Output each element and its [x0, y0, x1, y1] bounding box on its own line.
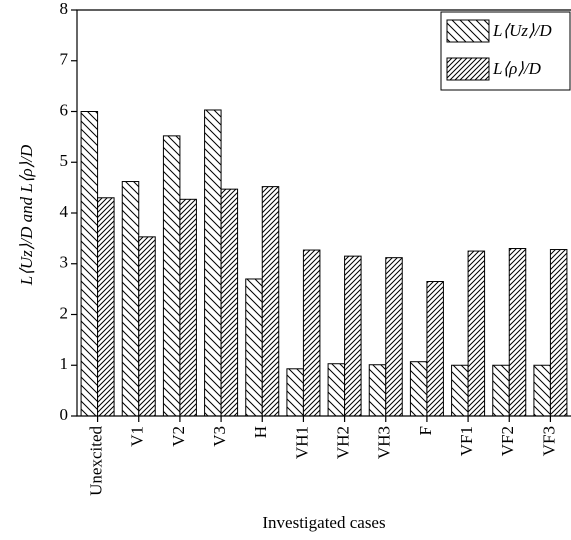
x-tick-label: VH2 [333, 426, 352, 459]
bar [426, 281, 444, 417]
bar [162, 135, 181, 417]
bar [467, 250, 486, 417]
y-tick-label: 6 [60, 100, 69, 119]
x-tick-label: VH1 [292, 426, 311, 459]
x-tick-label: Unexcited [86, 426, 105, 496]
bar [179, 198, 197, 417]
x-tick-label: VF3 [539, 426, 558, 456]
y-tick-label: 3 [60, 253, 69, 272]
legend-swatch [446, 57, 490, 81]
x-tick-label: F [416, 426, 435, 435]
bar [121, 181, 140, 417]
y-tick-label: 5 [60, 151, 69, 170]
y-tick-label: 8 [60, 0, 69, 18]
bar [533, 364, 551, 417]
x-tick-label: H [251, 426, 270, 438]
x-axis-title: Investigated cases [262, 513, 385, 532]
x-tick-label: V3 [210, 426, 229, 447]
axis-frame [76, 9, 571, 417]
y-tick-label: 4 [60, 202, 69, 221]
legend-label: L⟨ρ⟩/D [492, 59, 542, 78]
x-tick-label: VF2 [498, 426, 517, 456]
y-tick-label: 0 [60, 405, 69, 424]
x-tick-label: VH3 [375, 426, 394, 459]
bar [549, 249, 568, 417]
bar [409, 361, 428, 417]
bar [327, 363, 346, 417]
bar [286, 368, 304, 417]
x-tick-label: V1 [128, 426, 147, 447]
bar [492, 364, 510, 417]
y-tick-label: 1 [60, 354, 69, 373]
bar [138, 236, 156, 417]
bar [80, 111, 99, 417]
legend-label: L⟨Uz⟩/D [492, 21, 552, 40]
bar [451, 364, 469, 417]
bar [368, 364, 387, 417]
bar [344, 255, 362, 417]
y-tick-label: 7 [60, 50, 69, 69]
bar [385, 257, 403, 417]
bar [204, 109, 222, 417]
legend-swatch [446, 19, 490, 43]
y-tick-label: 2 [60, 303, 69, 322]
bar [508, 248, 527, 417]
bar [245, 278, 263, 417]
y-axis-title: L⟨Uz⟩/D and L⟨ρ⟩/D [17, 144, 36, 286]
x-tick-label: V2 [169, 426, 188, 447]
bar [261, 186, 280, 417]
bar [302, 249, 321, 417]
bar [220, 188, 239, 417]
x-tick-label: VF1 [457, 426, 476, 456]
bar [97, 197, 115, 417]
